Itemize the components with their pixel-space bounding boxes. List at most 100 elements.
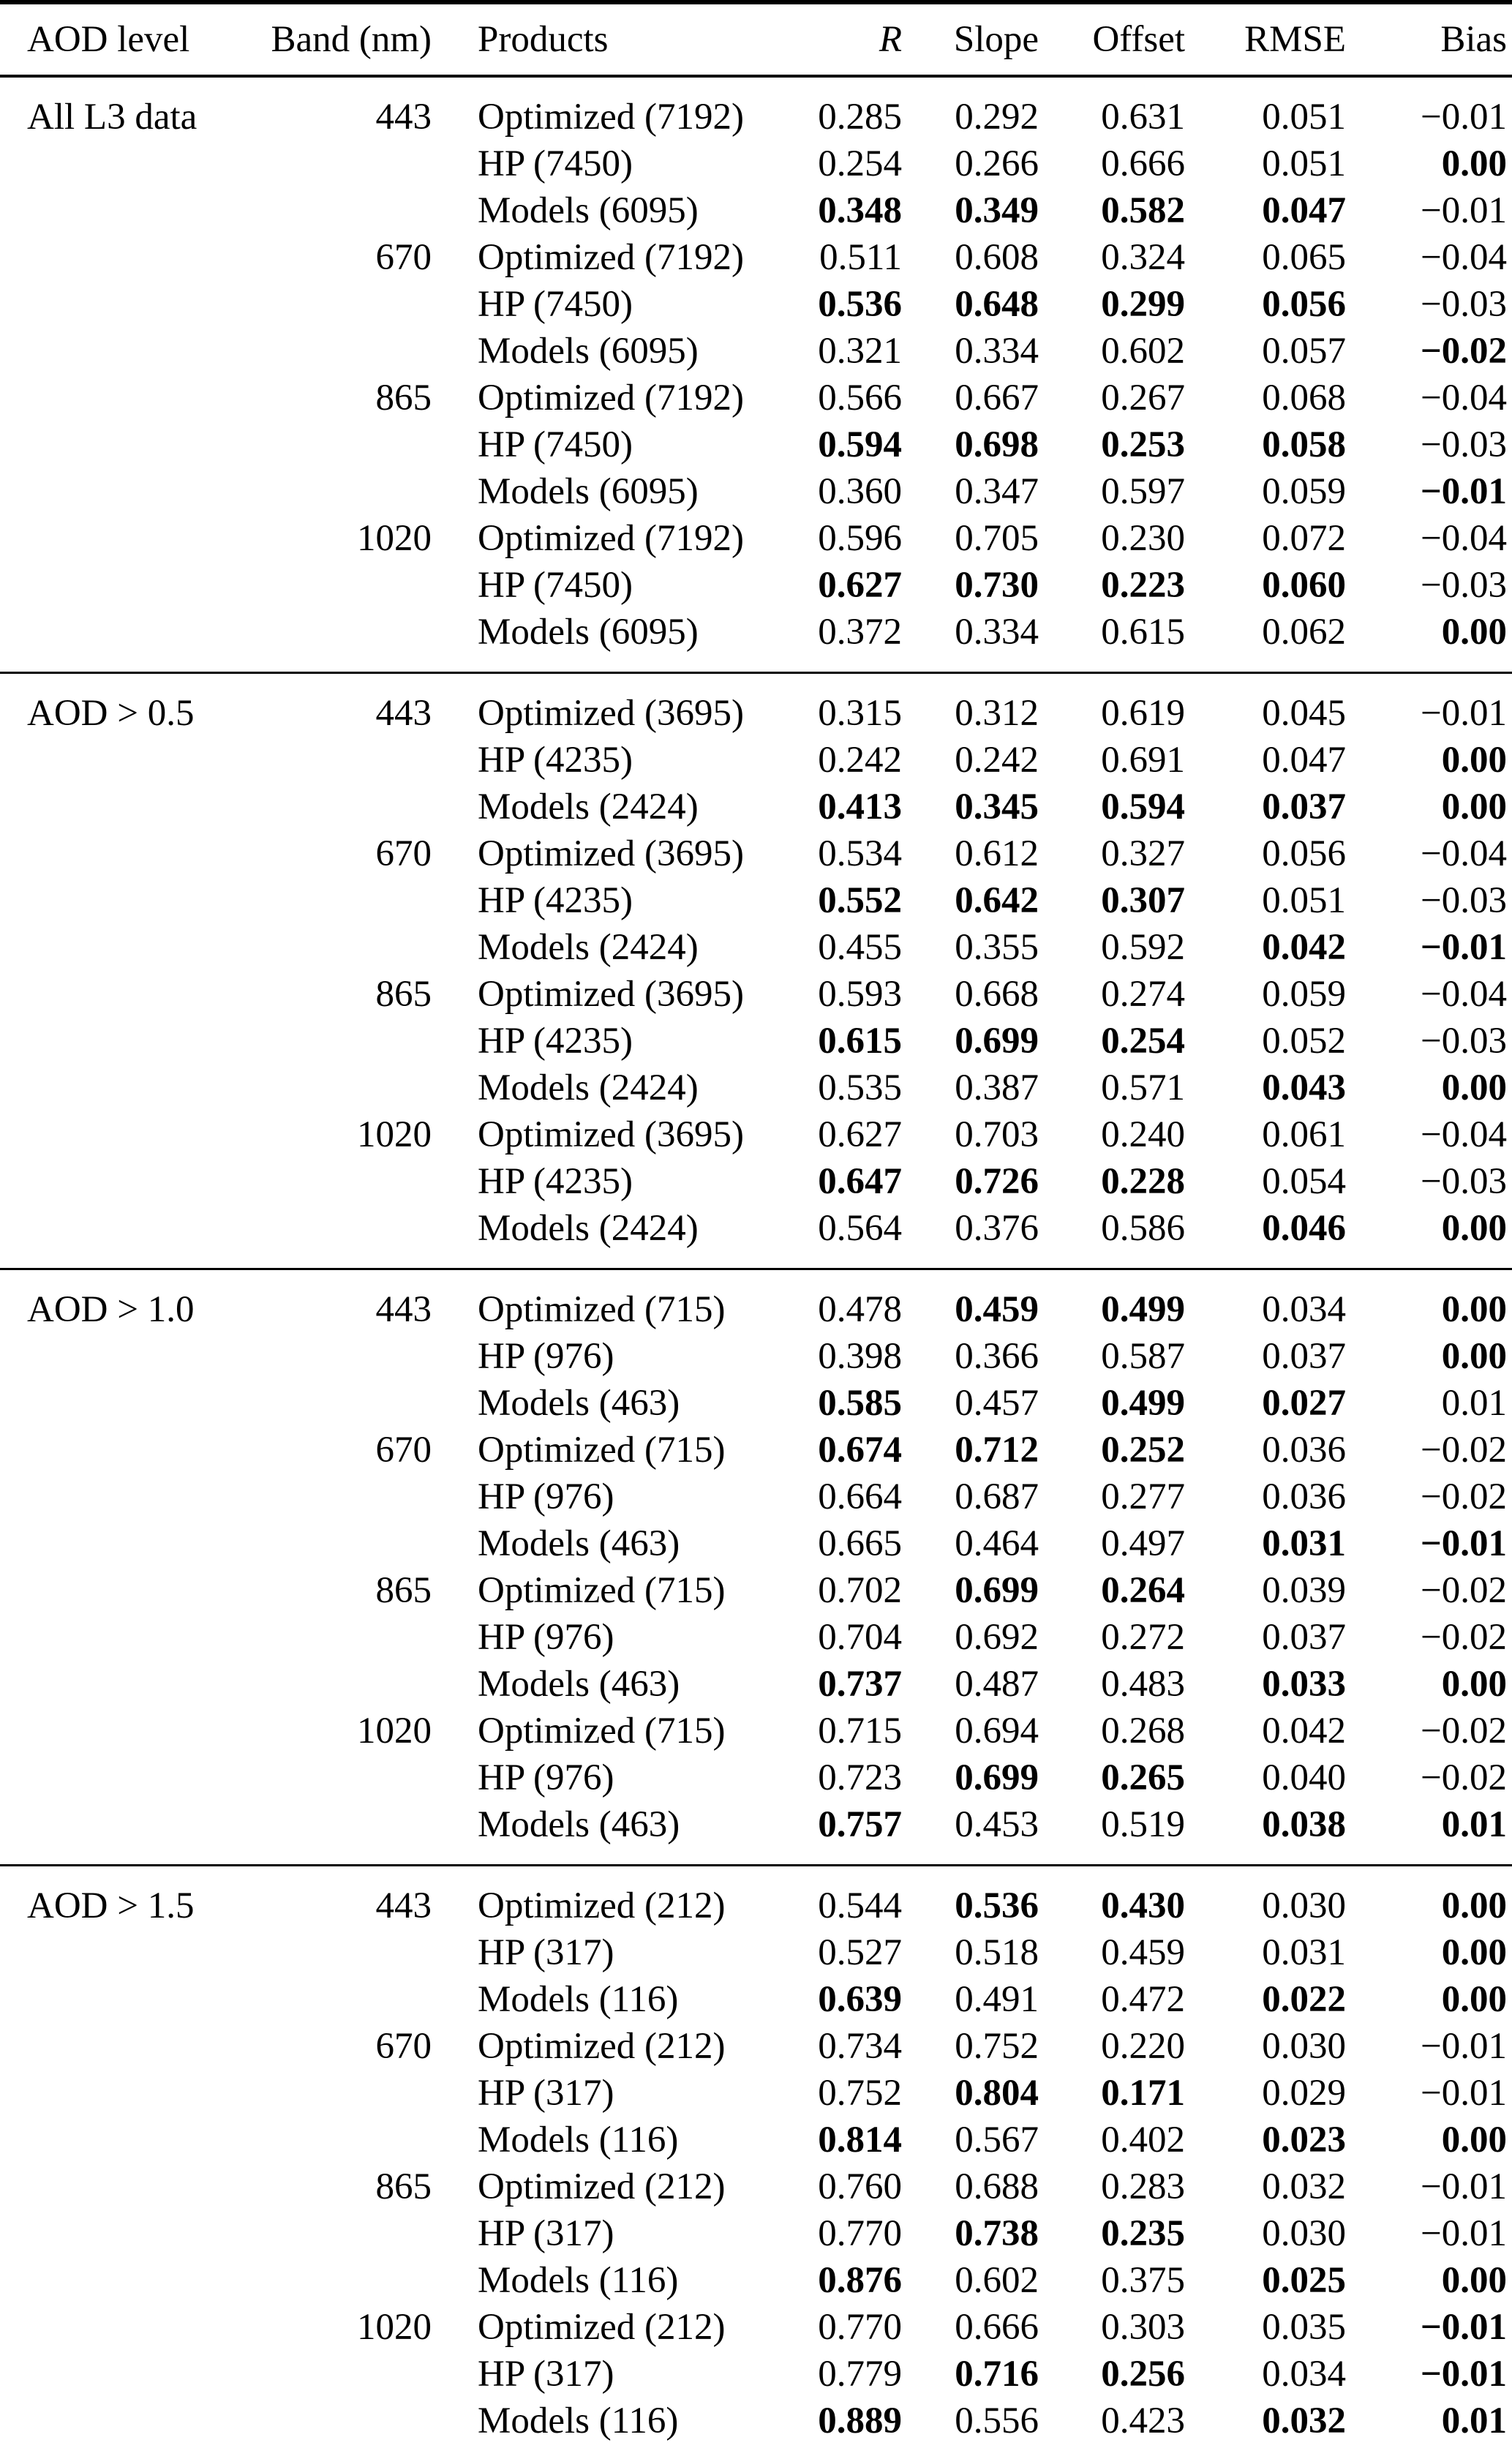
offset-cell: 0.327 — [1101, 833, 1185, 874]
slope-cell: 0.642 — [955, 880, 1039, 921]
product-cell: Optimized (212) — [478, 1885, 726, 1926]
band-cell — [219, 1018, 432, 1065]
offset-cell: 0.602 — [1101, 331, 1185, 372]
aod-level-cell — [0, 1427, 219, 1473]
slope-cell: 0.712 — [955, 1430, 1039, 1471]
band-cell: 443 — [375, 1289, 432, 1330]
aod-level-cell: All L3 data — [27, 97, 198, 138]
product-cell: HP (976) — [478, 1757, 614, 1798]
offset-cell: 0.272 — [1101, 1617, 1185, 1658]
offset-cell: 0.299 — [1101, 284, 1185, 325]
bias-cell: −0.04 — [1420, 1114, 1507, 1155]
slope-cell: 0.334 — [955, 331, 1039, 372]
rmse-cell: 0.056 — [1262, 284, 1346, 325]
bias-cell: −0.03 — [1420, 424, 1507, 465]
slope-cell: 0.666 — [955, 2307, 1039, 2348]
table-row: HP (7450) 0.254 0.266 0.666 0.051 0.00 — [0, 140, 1512, 187]
rmse-cell: 0.059 — [1262, 471, 1346, 512]
bias-cell: −0.02 — [1420, 1617, 1507, 1658]
table-row: AOD > 0.5 443 Optimized (3695) 0.315 0.312 0.… — [0, 673, 1512, 737]
table-row: 670 Optimized (7192) 0.511 0.608 0.324 0.065 −… — [0, 234, 1512, 281]
band-cell — [219, 1473, 432, 1520]
rmse-cell: 0.052 — [1262, 1021, 1346, 1062]
slope-cell: 0.567 — [955, 2120, 1039, 2160]
band-cell: 865 — [375, 2166, 432, 2207]
product-cell: Optimized (3695) — [478, 974, 744, 1015]
bias-cell: 0.00 — [1441, 1208, 1507, 1249]
band-cell — [219, 1520, 432, 1567]
r-cell: 0.372 — [818, 612, 902, 653]
rmse-cell: 0.040 — [1262, 1757, 1346, 1798]
aod-level-cell — [0, 924, 219, 971]
offset-cell: 0.597 — [1101, 471, 1185, 512]
rmse-cell: 0.038 — [1262, 1804, 1346, 1845]
slope-cell: 0.491 — [955, 1979, 1039, 2020]
band-cell — [219, 2070, 432, 2117]
table-row: HP (7450) 0.536 0.648 0.299 0.056 −0.03 — [0, 281, 1512, 328]
aod-level-cell — [0, 140, 219, 187]
aod-level-cell — [0, 328, 219, 375]
slope-cell: 0.536 — [955, 1885, 1039, 1926]
aod-level-cell — [0, 1065, 219, 1111]
band-cell — [219, 737, 432, 784]
bias-cell: −0.01 — [1420, 97, 1507, 138]
table-row: 865 Optimized (7192) 0.566 0.667 0.267 0.068 −… — [0, 375, 1512, 421]
table-row: Models (463) 0.665 0.464 0.497 0.031 −0.01 — [0, 1520, 1512, 1567]
slope-cell: 0.703 — [955, 1114, 1039, 1155]
aod-level-cell — [0, 1205, 219, 1269]
rmse-cell: 0.022 — [1262, 1979, 1346, 2020]
slope-cell: 0.726 — [955, 1161, 1039, 1202]
band-cell — [219, 468, 432, 515]
slope-cell: 0.699 — [955, 1021, 1039, 1062]
table-row: AOD > 1.5 443 Optimized (212) 0.544 0.536 0.4… — [0, 1866, 1512, 1930]
bias-cell: −0.04 — [1420, 237, 1507, 278]
offset-cell: 0.483 — [1101, 1664, 1185, 1705]
rmse-cell: 0.036 — [1262, 1476, 1346, 1517]
rmse-cell: 0.029 — [1262, 2073, 1346, 2114]
product-cell: Optimized (212) — [478, 2026, 726, 2067]
table-row: 865 Optimized (715) 0.702 0.699 0.264 0.039 −0… — [0, 1567, 1512, 1614]
slope-cell: 0.730 — [955, 565, 1039, 606]
slope-cell: 0.345 — [955, 786, 1039, 827]
offset-cell: 0.497 — [1101, 1523, 1185, 1564]
product-cell: Models (2424) — [478, 927, 699, 968]
product-cell: HP (976) — [478, 1617, 614, 1658]
table-row: 670 Optimized (3695) 0.534 0.612 0.327 0.056 −… — [0, 830, 1512, 877]
band-cell: 1020 — [357, 1114, 432, 1155]
product-cell: Optimized (715) — [478, 1570, 726, 1611]
aod-level-cell — [0, 971, 219, 1018]
rmse-cell: 0.047 — [1262, 740, 1346, 781]
offset-cell: 0.252 — [1101, 1430, 1185, 1471]
bias-cell: 0.01 — [1441, 1383, 1507, 1424]
offset-cell: 0.307 — [1101, 880, 1185, 921]
offset-cell: 0.615 — [1101, 612, 1185, 653]
product-cell: Optimized (212) — [478, 2307, 726, 2348]
offset-cell: 0.267 — [1101, 378, 1185, 418]
bias-cell: 0.00 — [1441, 2260, 1507, 2301]
bias-cell: 0.01 — [1441, 2400, 1507, 2441]
slope-cell: 0.694 — [955, 1711, 1039, 1752]
r-cell: 0.752 — [818, 2073, 902, 2114]
band-cell: 865 — [375, 1570, 432, 1611]
table-row: Models (116) 0.814 0.567 0.402 0.023 0.00 — [0, 2117, 1512, 2163]
r-cell: 0.814 — [818, 2120, 902, 2160]
offset-cell: 0.430 — [1101, 1885, 1185, 1926]
offset-cell: 0.235 — [1101, 2213, 1185, 2254]
rmse-cell: 0.058 — [1262, 424, 1346, 465]
aod-level-cell — [0, 1111, 219, 1158]
aod-level-cell: AOD > 0.5 — [27, 693, 195, 734]
rmse-cell: 0.046 — [1262, 1208, 1346, 1249]
bias-cell: −0.01 — [1420, 927, 1507, 968]
header-offset: Offset — [1092, 19, 1185, 60]
slope-cell: 0.698 — [955, 424, 1039, 465]
product-cell: HP (4235) — [478, 740, 633, 781]
product-cell: HP (4235) — [478, 1021, 633, 1062]
bias-cell: −0.03 — [1420, 880, 1507, 921]
bias-cell: −0.01 — [1420, 1523, 1507, 1564]
bias-cell: −0.03 — [1420, 565, 1507, 606]
product-cell: HP (7450) — [478, 565, 633, 606]
band-cell: 1020 — [357, 2307, 432, 2348]
bias-cell: −0.02 — [1420, 1430, 1507, 1471]
bias-cell: −0.02 — [1420, 1476, 1507, 1517]
